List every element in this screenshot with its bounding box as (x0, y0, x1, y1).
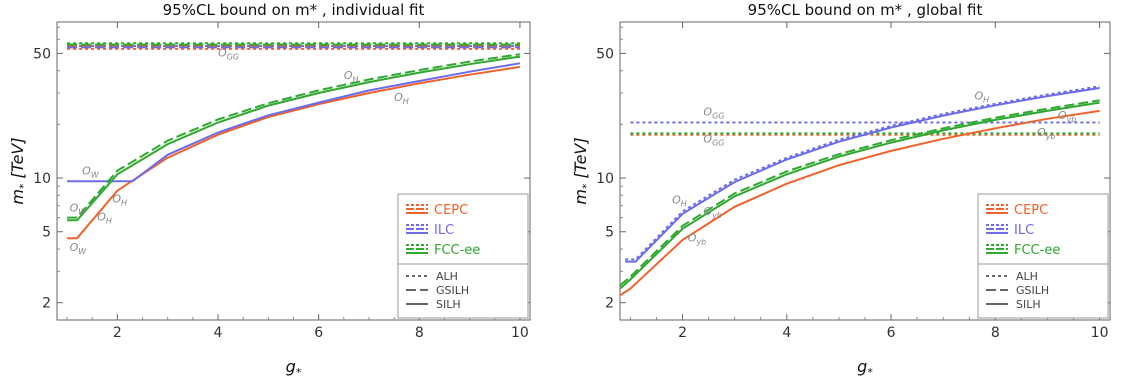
x-tick-label: 6 (887, 325, 896, 341)
legend-swatch (406, 244, 428, 254)
y-tick-label: 10 (33, 171, 51, 187)
curve-annotation: OW (70, 201, 88, 216)
x-tick-label: 4 (214, 325, 223, 341)
series-ilc-alh (625, 85, 1100, 261)
curve-annotation: Oyb (703, 205, 721, 220)
curve-annotation: OH (394, 91, 409, 106)
series-ilc-silh (67, 62, 521, 183)
y-tick-label: 50 (33, 46, 51, 62)
legend-swatch (406, 224, 428, 234)
series-fcc-ee-gsilh (67, 53, 521, 219)
x-axis-label: g* (286, 357, 302, 379)
legend-box (397, 193, 529, 319)
curve-annotation: OH (344, 69, 359, 84)
y-tick-label: 2 (42, 296, 51, 312)
curve-annotation: OH (974, 90, 989, 105)
legend-entry: ILC (1014, 223, 1034, 238)
series-fcc-ee-silh (67, 55, 521, 222)
x-tick-label: 8 (991, 325, 1000, 341)
y-axis-label: m* [TeV] (8, 137, 30, 204)
series-cepc-silh (67, 65, 521, 240)
legend-swatch (406, 204, 428, 214)
legend-swatch (986, 204, 1008, 214)
series-ilc-silh (625, 87, 1100, 263)
panel-individual-fit: 95%CL bound on m* , individual fit 2 4 6 8 10… (8, 1, 531, 379)
legend-entry: FCC-ee (1014, 243, 1060, 258)
x-tick-label: 10 (511, 325, 529, 341)
x-tick-label: 2 (113, 325, 122, 341)
curve-annotation: OH (112, 192, 127, 207)
curve-annotation: OGG (703, 133, 724, 148)
curve-annotation: OH (97, 210, 112, 225)
curve-annotation: Oyb (688, 232, 706, 247)
curve-annotation: OW (70, 241, 88, 256)
curve-annotation: OGG (218, 47, 239, 62)
legend-entry: ILC (434, 223, 454, 238)
series-group (67, 42, 521, 240)
curve-annotation: OH (672, 194, 687, 209)
style-legend-entry: ALH (436, 270, 458, 283)
legend-entry: CEPC (1014, 203, 1048, 218)
legend-entry: FCC-ee (434, 243, 480, 258)
style-legend-entry: GSILH (1016, 284, 1049, 297)
x-tick-label: 2 (678, 325, 687, 341)
legend-box (977, 193, 1109, 319)
y-tick-label: 5 (42, 225, 51, 241)
chart-title: 95%CL bound on m* , individual fit (163, 1, 425, 19)
y-tick-label: 2 (605, 296, 614, 312)
chart-title: 95%CL bound on m* , global fit (748, 1, 983, 19)
legend-swatch (986, 224, 1008, 234)
style-legend-entry: SILH (1016, 298, 1041, 311)
legend-swatch (986, 244, 1008, 254)
series-cepc-silh (620, 109, 1100, 297)
x-tick-label: 6 (314, 325, 323, 341)
curve-annotation: Oyb (1058, 109, 1076, 124)
y-axis-label: m* [TeV] (571, 137, 593, 204)
y-tick-label: 10 (596, 171, 614, 187)
x-tick-label: 4 (782, 325, 791, 341)
style-legend-entry: SILH (436, 298, 461, 311)
legend-entry: CEPC (434, 203, 468, 218)
y-tick-label: 50 (596, 46, 614, 62)
x-axis-label: g* (857, 357, 873, 379)
y-tick-label: 5 (605, 225, 614, 241)
x-tick-label: 10 (1091, 325, 1109, 341)
series-fcc-ee-gsilh (620, 99, 1100, 287)
curve-annotation: OGG (703, 105, 724, 120)
style-legend-entry: GSILH (436, 284, 469, 297)
panel-global-fit: 95%CL bound on m* , global fit 2 4 6 8 10 2 5 10… (571, 1, 1111, 379)
x-tick-label: 8 (415, 325, 424, 341)
series-fcc-ee-silh (620, 101, 1100, 290)
curve-annotation: Oyb (1037, 126, 1055, 141)
series-group (620, 85, 1100, 297)
curve-annotation: OW (82, 164, 100, 179)
style-legend-entry: ALH (1016, 270, 1038, 283)
